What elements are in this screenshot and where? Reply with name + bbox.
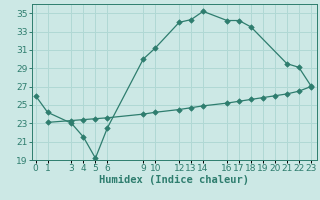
X-axis label: Humidex (Indice chaleur): Humidex (Indice chaleur): [100, 175, 249, 185]
